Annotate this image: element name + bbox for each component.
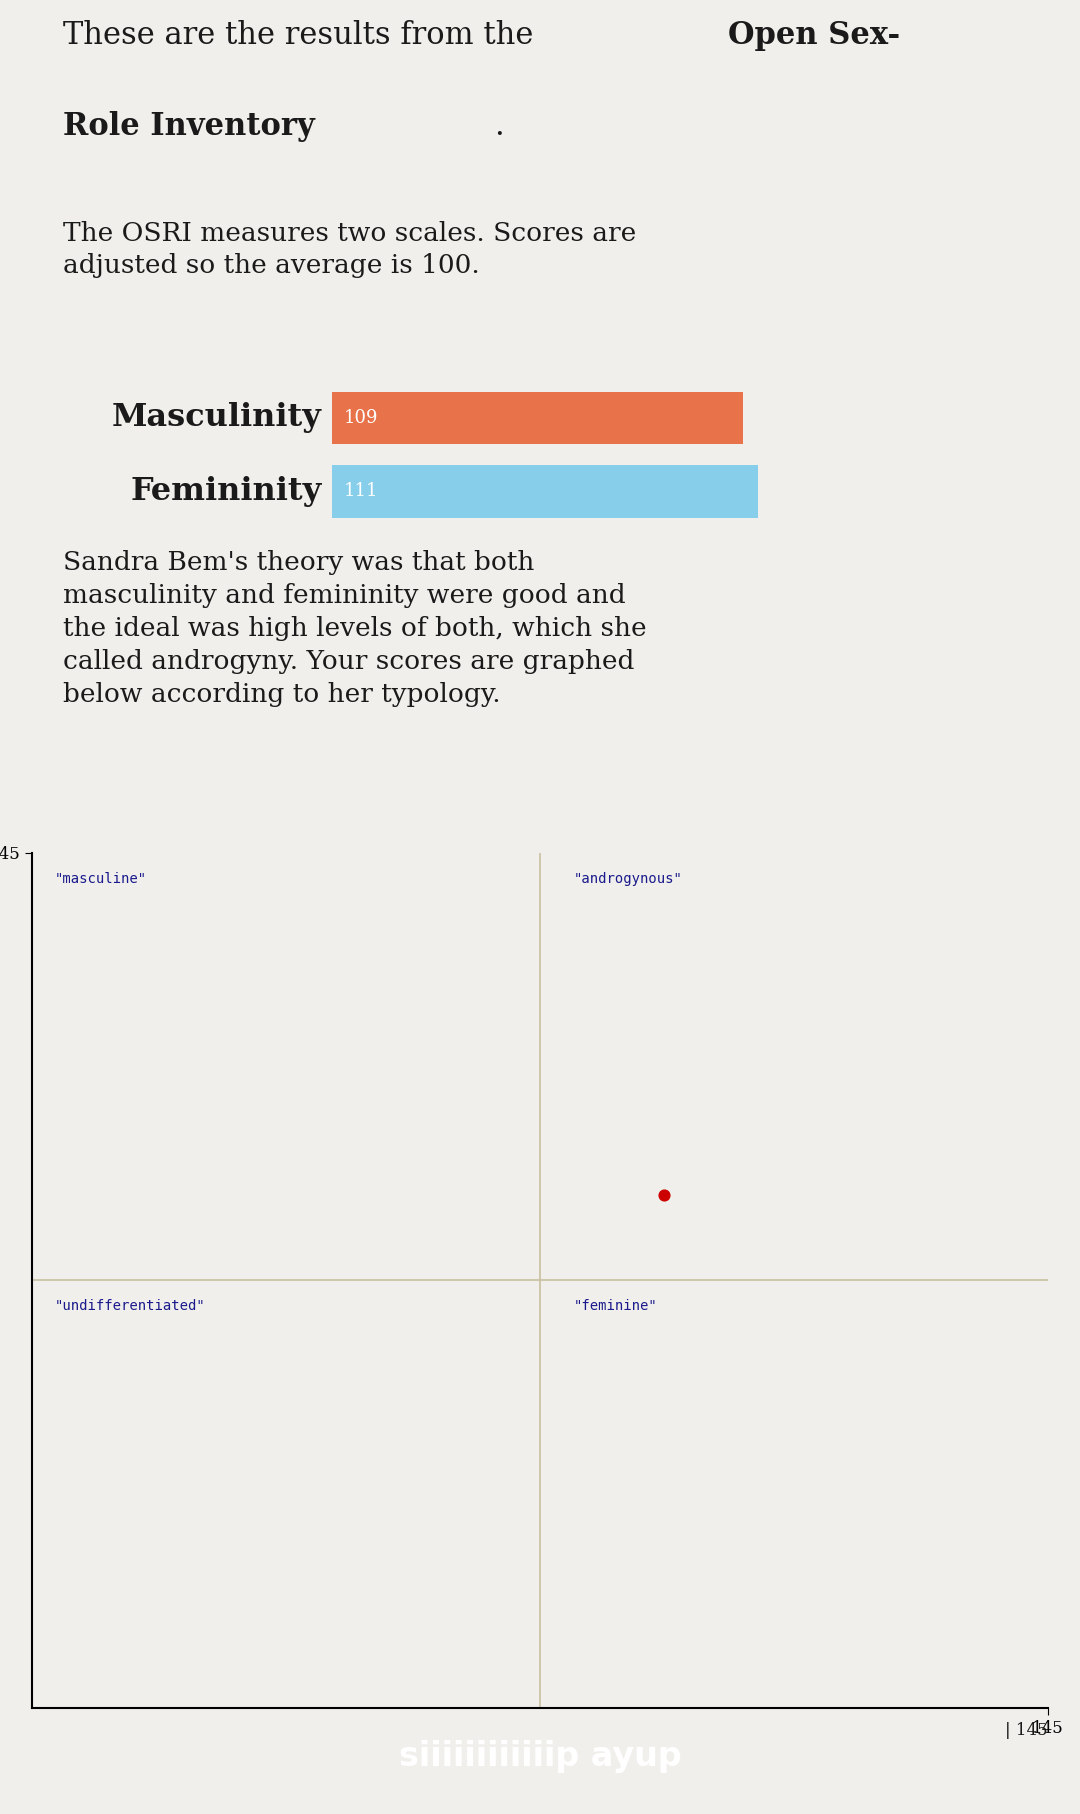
Point (656, 1181, 673, 1210)
Text: Sandra Bem's theory was that both
masculinity and femininity were good and
the i: Sandra Bem's theory was that both mascul… (63, 550, 647, 706)
Text: 111: 111 (345, 483, 379, 501)
Text: Masculinity: Masculinity (112, 403, 322, 434)
Text: | 145: | 145 (1005, 1721, 1048, 1740)
Bar (332, 392, 743, 444)
Text: "masculine": "masculine" (55, 873, 147, 885)
Text: "undifferentiated": "undifferentiated" (55, 1299, 205, 1313)
Bar (332, 464, 758, 517)
Text: "androgynous": "androgynous" (573, 873, 683, 885)
Text: 109: 109 (345, 408, 379, 426)
Text: Femininity: Femininity (131, 475, 322, 506)
Text: Role Inventory: Role Inventory (63, 111, 314, 141)
Text: .: . (495, 111, 504, 141)
Text: The OSRI measures two scales. Scores are
adjusted so the average is 100.: The OSRI measures two scales. Scores are… (63, 221, 636, 278)
Text: Open Sex-: Open Sex- (728, 20, 900, 51)
Text: These are the results from the: These are the results from the (63, 20, 543, 51)
Text: "feminine": "feminine" (573, 1299, 658, 1313)
Text: siiiiiiiiiiiip ayup: siiiiiiiiiiiip ayup (399, 1740, 681, 1772)
